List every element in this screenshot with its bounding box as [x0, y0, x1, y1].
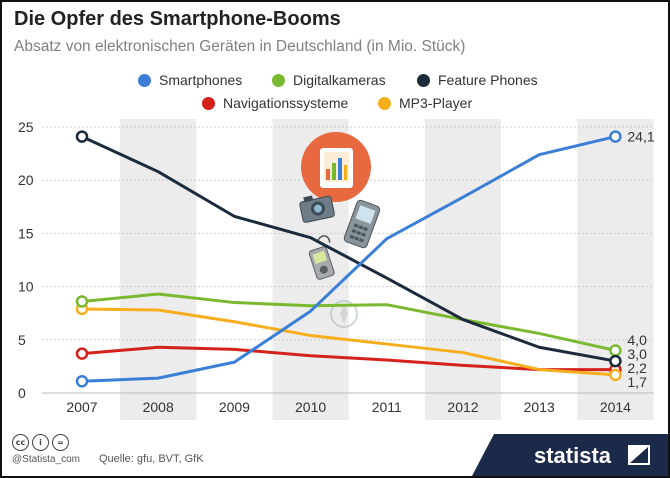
data-point: [75, 295, 89, 308]
y-tick-label: 0: [18, 385, 26, 401]
data-point: [609, 344, 622, 357]
data-label: 4,0: [627, 332, 647, 348]
column-band: [120, 119, 197, 420]
series-line-mp3-player: [80, 307, 617, 377]
y-tick-label: 25: [18, 119, 34, 135]
x-tick-label: 2010: [295, 399, 326, 415]
x-tick-label: 2007: [66, 399, 97, 415]
legend-label: Digitalkameras: [293, 72, 386, 88]
legend-label: Smartphones: [159, 72, 243, 88]
legend-marker: [138, 73, 151, 87]
legend-marker: [378, 96, 391, 110]
legend-digitalkameras: Digitalkameras: [272, 72, 386, 88]
data-point: [609, 368, 622, 382]
brand-name: statista: [534, 443, 612, 468]
y-tick-label: 5: [18, 332, 26, 348]
by-icon: i: [32, 434, 49, 451]
source: Quelle: gfu, BVT, GfK: [99, 453, 204, 465]
license-icons: cc i =: [12, 434, 69, 451]
chart-subtitle: Absatz von elektronischen Geräten in Deu…: [14, 38, 466, 55]
series-line-digitalkameras: [80, 292, 617, 352]
data-label: 1,7: [627, 374, 647, 390]
y-tick-label: 10: [18, 279, 34, 295]
series-line-feature-phones: [80, 135, 617, 363]
mp3-player-icon: [308, 235, 335, 280]
data-point: [75, 347, 89, 360]
statista-logo: statista: [472, 434, 668, 476]
x-tick-label: 2013: [524, 399, 555, 415]
statista-mark-icon: [628, 445, 650, 465]
compass-icon: [330, 300, 358, 328]
x-tick-label: 2008: [143, 399, 174, 415]
legend-label: Feature Phones: [438, 72, 538, 88]
legend-feature-phones: Feature Phones: [417, 72, 538, 88]
data-label: 24,1: [627, 129, 654, 145]
x-tick-label: 2011: [372, 399, 402, 415]
chart-title: Die Opfer des Smartphone-Booms: [14, 8, 341, 30]
cc-icon: cc: [12, 434, 29, 451]
series-line-navigationssysteme: [80, 345, 617, 372]
data-point: [75, 130, 89, 143]
legend-smartphones: Smartphones: [138, 72, 242, 88]
x-tick-label: 2009: [219, 399, 250, 415]
legend-mp3-player: MP3-Player: [378, 95, 472, 111]
legend-label: Navigationssysteme: [223, 95, 349, 111]
y-tick-label: 15: [18, 225, 34, 241]
legend-marker: [272, 73, 285, 87]
column-band: [424, 119, 502, 420]
legend-label: MP3-Player: [399, 95, 473, 111]
feature-phone-icon: [343, 199, 381, 249]
data-point: [609, 130, 622, 143]
data-point: [609, 354, 622, 368]
y-tick-label: 20: [18, 172, 34, 188]
camera-icon: [299, 195, 335, 223]
credit: @Statista_com: [12, 454, 80, 465]
x-tick-label: 2012: [447, 399, 478, 415]
data-point: [75, 375, 89, 388]
chart-badge-icon: [301, 132, 371, 202]
legend-marker: [417, 73, 430, 87]
legend-navigationssysteme: Navigationssysteme: [202, 95, 348, 111]
data-label: 3,0: [627, 346, 647, 362]
series-line-smartphones: [80, 135, 617, 383]
legend-marker: [202, 96, 215, 110]
nd-icon: =: [52, 434, 69, 451]
device-illustration: [299, 132, 381, 328]
data-label: 2,2: [627, 360, 647, 376]
x-tick-label: 2014: [600, 399, 631, 415]
